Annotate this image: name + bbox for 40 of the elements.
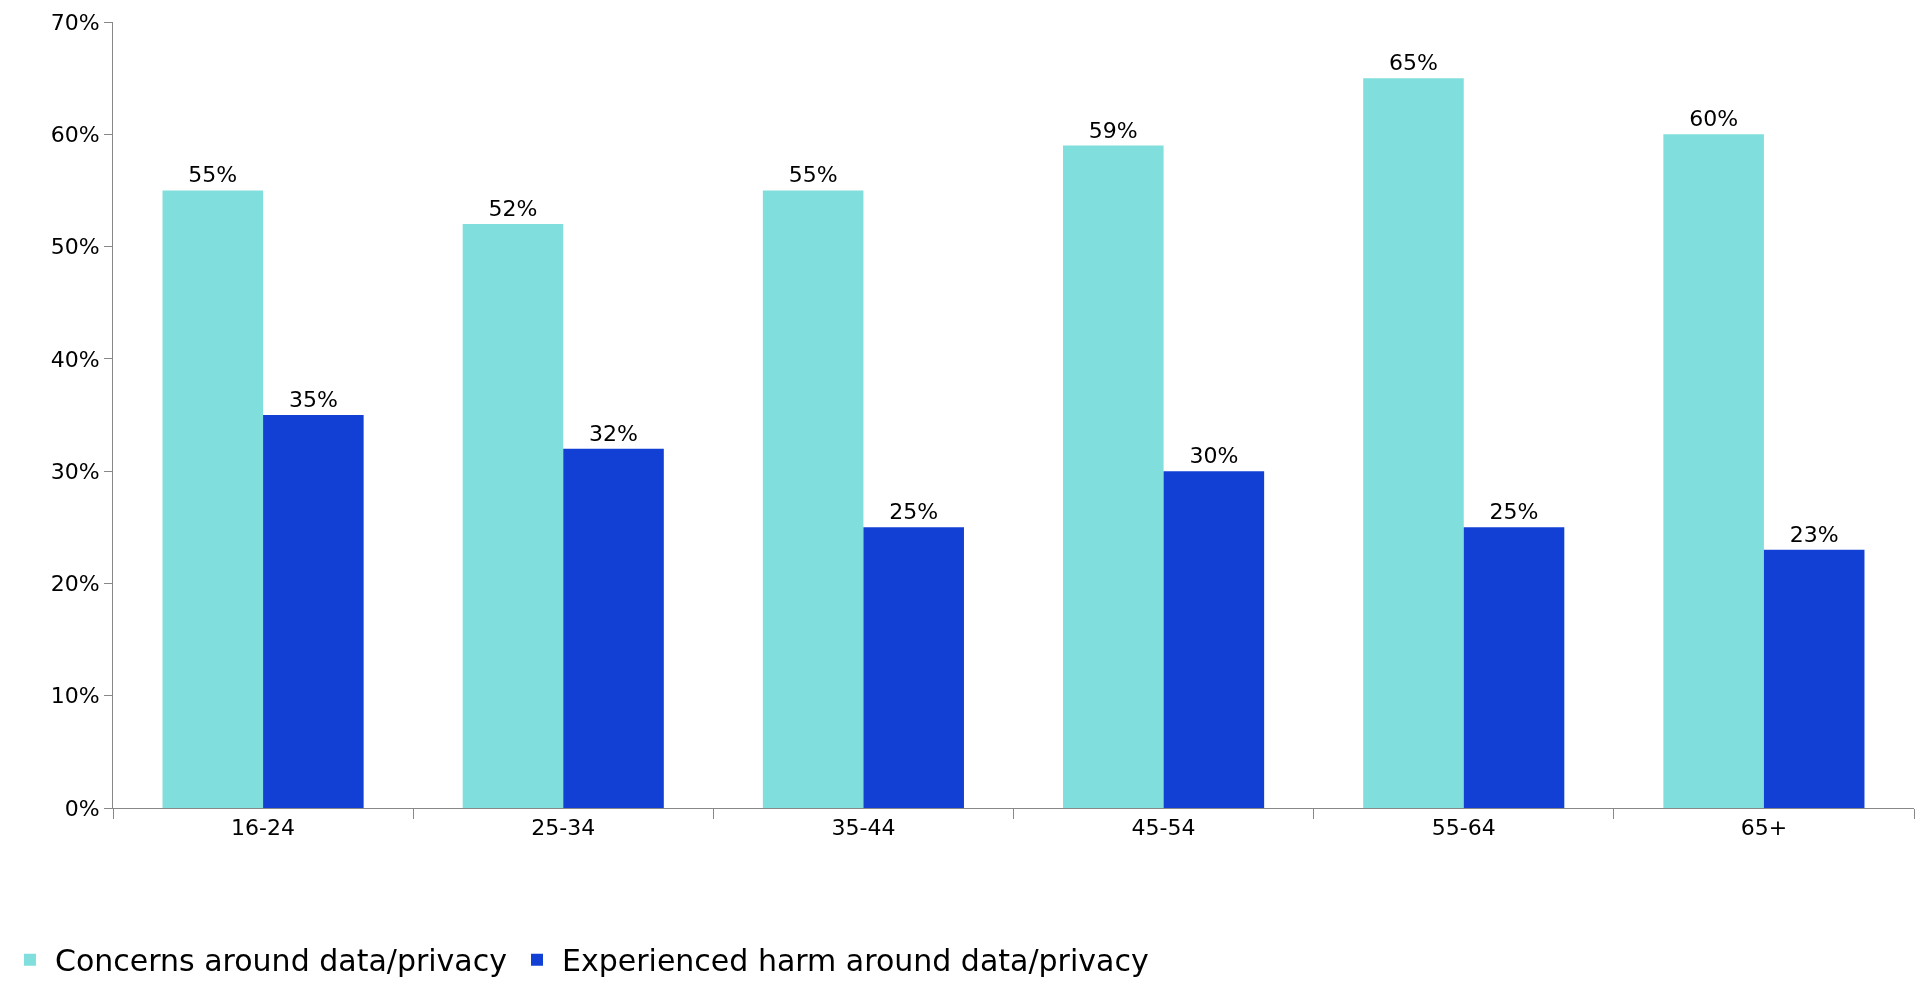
- bar: [162, 190, 264, 808]
- bar: [462, 224, 564, 808]
- bar: [263, 415, 364, 808]
- data-label: 59%: [1088, 117, 1138, 143]
- data-label: 55%: [188, 162, 238, 188]
- bar: [863, 527, 964, 808]
- bar: [1163, 471, 1265, 808]
- bar: [1763, 549, 1865, 808]
- y-tick-label: 50%: [50, 234, 100, 260]
- data-label: 52%: [488, 196, 538, 222]
- x-tick-label: 16-24: [231, 815, 296, 841]
- data-label: 32%: [589, 420, 638, 446]
- x-tick-label: 25-34: [531, 815, 596, 841]
- y-tick-label: 30%: [50, 458, 100, 484]
- data-label: 35%: [288, 387, 338, 412]
- legend-label: Concerns around data/privacy: [54, 943, 507, 979]
- bar: [1363, 78, 1464, 808]
- y-tick-label: 0%: [64, 795, 100, 821]
- y-tick-label: 60%: [50, 121, 100, 147]
- bar: [762, 190, 864, 808]
- x-tick-label: 65+: [1740, 815, 1788, 841]
- data-label: 30%: [1189, 443, 1239, 469]
- data-label: 25%: [1489, 499, 1539, 525]
- x-tick-label: 55-64: [1431, 815, 1496, 841]
- bar: [563, 448, 664, 808]
- x-tick-label: 35-44: [831, 815, 896, 841]
- data-label: 55%: [788, 162, 838, 188]
- x-tick-label: 45-54: [1131, 815, 1196, 841]
- data-label: 23%: [1789, 521, 1839, 547]
- bar: [1663, 134, 1764, 808]
- data-label: 60%: [1689, 106, 1739, 132]
- data-label: 25%: [889, 499, 939, 525]
- bar: [1463, 527, 1565, 808]
- y-tick-label: 70%: [50, 9, 100, 35]
- legend-label: Experienced harm around data/privacy: [562, 943, 1149, 979]
- data-label: 65%: [1389, 50, 1438, 76]
- y-tick-label: 10%: [50, 683, 100, 709]
- y-tick-label: 40%: [50, 346, 100, 372]
- y-tick-label: 20%: [50, 571, 100, 597]
- bar: [1063, 145, 1164, 808]
